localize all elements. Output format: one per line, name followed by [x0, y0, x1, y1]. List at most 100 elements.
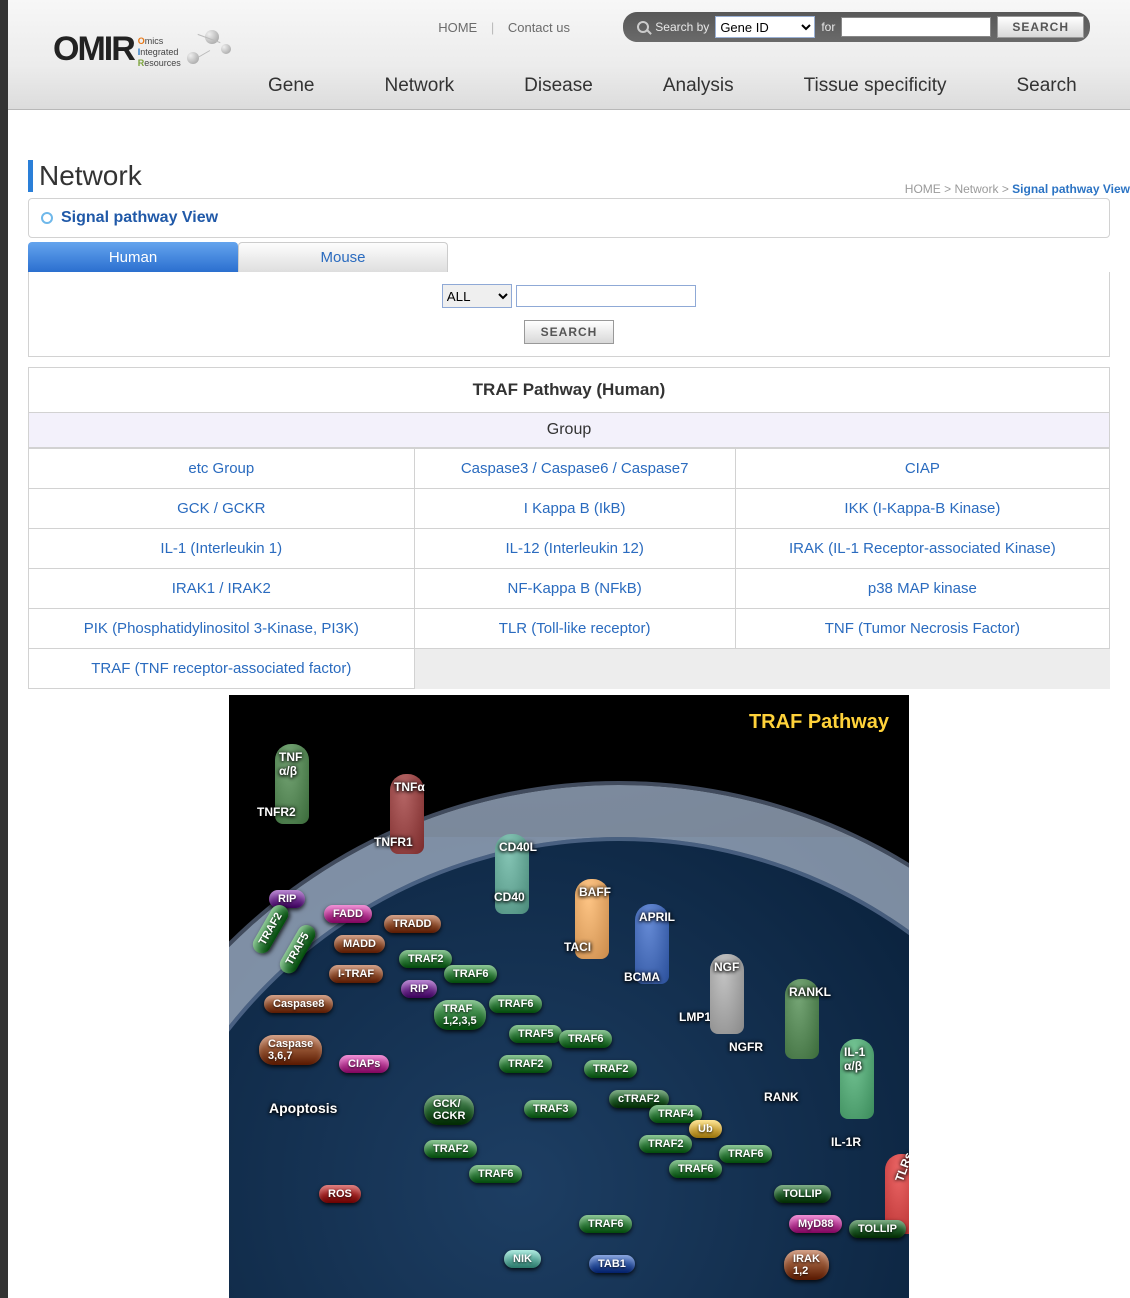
pathway-node: IRAK1,2: [784, 1250, 829, 1280]
logo[interactable]: OMIR Omics Integrated Resources: [53, 30, 233, 70]
group-link[interactable]: etc Group: [188, 460, 254, 477]
breadcrumb-current: Signal pathway View: [1012, 182, 1130, 196]
home-link[interactable]: HOME: [438, 20, 477, 35]
group-cell[interactable]: TLR (Toll-like receptor): [414, 609, 735, 649]
tab-human[interactable]: Human: [28, 242, 238, 272]
receptor-label: TNFR1: [374, 835, 413, 849]
group-link[interactable]: TNF (Tumor Necrosis Factor): [825, 620, 1020, 637]
pathway-node: TRAF6: [469, 1165, 522, 1183]
group-link[interactable]: IKK (I-Kappa-B Kinase): [844, 500, 1000, 517]
pathway-node: TRAF1,2,3,5: [434, 1000, 486, 1030]
pathway-node: Caspase3,6,7: [259, 1035, 322, 1065]
pathway-node: Caspase8: [264, 995, 333, 1013]
nav-analysis[interactable]: Analysis: [663, 75, 734, 97]
group-link[interactable]: GCK / GCKR: [177, 500, 265, 517]
group-cell[interactable]: IRAK (IL-1 Receptor-associated Kinase): [735, 529, 1109, 569]
group-cell[interactable]: etc Group: [29, 449, 415, 489]
diagram-title: TRAF Pathway: [749, 711, 889, 734]
pathway-node: I-TRAF: [329, 965, 383, 983]
group-cell[interactable]: IL-1 (Interleukin 1): [29, 529, 415, 569]
pathway-node: FADD: [324, 905, 372, 923]
receptor-label: RANK: [764, 1090, 799, 1104]
group-table: TRAF Pathway (Human) Group etc GroupCasp…: [28, 367, 1110, 689]
pathway-node: Apoptosis: [269, 1100, 337, 1116]
group-cell[interactable]: I Kappa B (IkB): [414, 489, 735, 529]
group-cell[interactable]: CIAP: [735, 449, 1109, 489]
header-search-bar: Search by Gene ID for SEARCH: [623, 12, 1090, 42]
receptor-label: TNFα/β: [279, 750, 302, 778]
group-cell[interactable]: p38 MAP kinase: [735, 569, 1109, 609]
search-button[interactable]: SEARCH: [997, 16, 1084, 38]
logo-decoration-icon: [187, 30, 233, 70]
bullet-icon: [41, 212, 53, 224]
tab-mouse[interactable]: Mouse: [238, 242, 448, 272]
group-cell[interactable]: Caspase3 / Caspase6 / Caspase7: [414, 449, 735, 489]
receptor-label: IL-1α/β: [844, 1045, 865, 1073]
search-by-select[interactable]: Gene ID: [715, 16, 815, 38]
group-link[interactable]: IL-12 (Interleukin 12): [505, 540, 643, 557]
group-link[interactable]: PIK (Phosphatidylinositol 3-Kinase, PI3K…: [84, 620, 359, 637]
pathway-node: TRAF2: [424, 1140, 477, 1158]
filter-panel: ALL SEARCH: [28, 272, 1110, 357]
receptor-label: NGF: [714, 960, 739, 974]
pathway-node: CIAPs: [339, 1055, 389, 1073]
search-for-label: for: [821, 20, 835, 34]
group-link[interactable]: TRAF (TNF receptor-associated factor): [91, 660, 351, 677]
receptor-label: TNFα: [394, 780, 425, 794]
group-link[interactable]: p38 MAP kinase: [868, 580, 977, 597]
group-cell: [414, 649, 735, 689]
pathway-node: TRAF2: [499, 1055, 552, 1073]
group-cell[interactable]: IRAK1 / IRAK2: [29, 569, 415, 609]
group-link[interactable]: CIAP: [905, 460, 940, 477]
group-cell[interactable]: TNF (Tumor Necrosis Factor): [735, 609, 1109, 649]
receptor-label: RANKL: [789, 985, 831, 999]
filter-select[interactable]: ALL: [442, 284, 512, 308]
filter-input[interactable]: [516, 285, 696, 307]
breadcrumb-home[interactable]: HOME: [905, 182, 941, 196]
group-link[interactable]: IRAK1 / IRAK2: [172, 580, 271, 597]
nav-search[interactable]: Search: [1016, 75, 1076, 97]
group-link[interactable]: Caspase3 / Caspase6 / Caspase7: [461, 460, 689, 477]
receptor-label: NGFR: [729, 1040, 763, 1054]
group-cell: [735, 649, 1109, 689]
pathway-node: TAB1: [589, 1255, 635, 1273]
nav-tissue[interactable]: Tissue specificity: [804, 75, 947, 97]
pathway-diagram: TRAF Pathway TNFα/βTNFR2TNFαTNFR1CD40LCD…: [229, 695, 909, 1298]
nav-network[interactable]: Network: [384, 75, 454, 97]
nav-gene[interactable]: Gene: [268, 75, 314, 97]
search-icon: [637, 21, 649, 33]
main-nav: Gene Network Disease Analysis Tissue spe…: [268, 75, 1077, 97]
header: OMIR Omics Integrated Resources HOME | C…: [8, 0, 1130, 110]
group-cell[interactable]: IKK (I-Kappa-B Kinase): [735, 489, 1109, 529]
pathway-node: TRAF6: [669, 1160, 722, 1178]
top-utility-links: HOME | Contact us: [438, 20, 570, 35]
receptor-label: BAFF: [579, 885, 611, 899]
group-link[interactable]: IRAK (IL-1 Receptor-associated Kinase): [789, 540, 1056, 557]
filter-search-button[interactable]: SEARCH: [524, 320, 614, 344]
main-scroll[interactable]: OMIR Omics Integrated Resources HOME | C…: [0, 0, 1130, 1298]
pathway-node: TOLLIP: [849, 1220, 906, 1238]
group-link[interactable]: IL-1 (Interleukin 1): [160, 540, 282, 557]
pathway-node: NIK: [504, 1250, 541, 1268]
group-cell[interactable]: TRAF (TNF receptor-associated factor): [29, 649, 415, 689]
group-link[interactable]: I Kappa B (IkB): [524, 500, 626, 517]
contact-link[interactable]: Contact us: [508, 20, 570, 35]
group-link[interactable]: NF-Kappa B (NFkB): [508, 580, 642, 597]
pathway-node: ROS: [319, 1185, 361, 1203]
group-cell[interactable]: IL-12 (Interleukin 12): [414, 529, 735, 569]
content: Network HOME > Network > Signal pathway …: [8, 110, 1130, 1298]
pathway-node: TRAF3: [524, 1100, 577, 1118]
group-cell[interactable]: GCK / GCKR: [29, 489, 415, 529]
pathway-node: Ub: [689, 1120, 722, 1138]
group-link[interactable]: TLR (Toll-like receptor): [499, 620, 651, 637]
breadcrumb-network[interactable]: Network: [954, 182, 998, 196]
search-input[interactable]: [841, 17, 991, 37]
group-cell[interactable]: NF-Kappa B (NFkB): [414, 569, 735, 609]
receptor-label: TNFR2: [257, 805, 296, 819]
nav-disease[interactable]: Disease: [524, 75, 593, 97]
pathway-node: MADD: [334, 935, 385, 953]
pathway-title: TRAF Pathway (Human): [28, 367, 1110, 413]
receptor-label: TACI: [564, 940, 591, 954]
pathway-node: MyD88: [789, 1215, 842, 1233]
group-cell[interactable]: PIK (Phosphatidylinositol 3-Kinase, PI3K…: [29, 609, 415, 649]
